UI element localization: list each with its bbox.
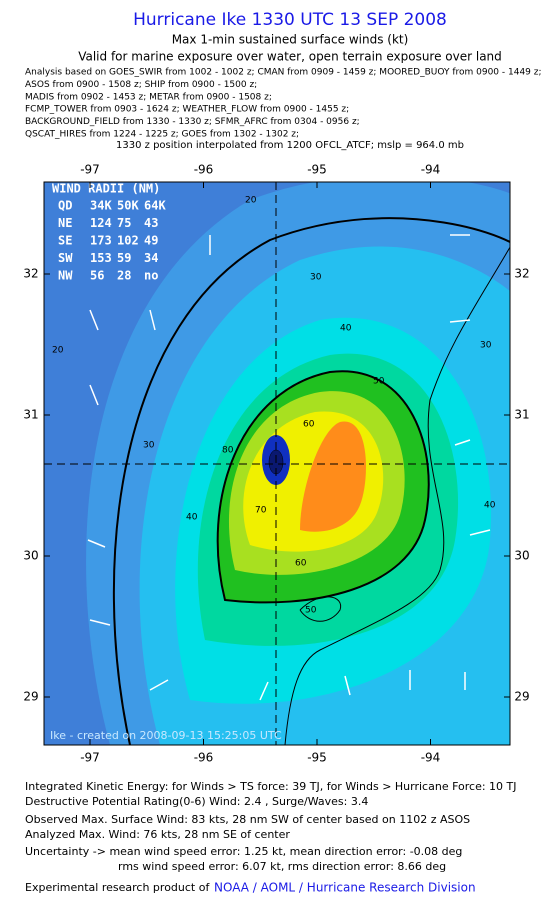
contour-label: 20 xyxy=(245,196,257,206)
lon-tick-label: -97 xyxy=(80,751,100,765)
footer-line: Analyzed Max. Wind: 76 kts, 28 nm SE of … xyxy=(25,828,290,841)
source-line: FCMP_TOWER from 0903 - 1624 z; WEATHER_F… xyxy=(25,105,349,115)
wind-field xyxy=(44,182,510,745)
lon-tick-label: -96 xyxy=(194,751,214,765)
credit-prefix: Experimental research product of xyxy=(25,881,210,894)
wind-radii-cell: SW xyxy=(58,251,73,265)
contour-label: 40 xyxy=(484,501,496,511)
title: Hurricane Ike 1330 UTC 13 SEP 2008 xyxy=(133,10,447,30)
source-line: ASOS from 0900 - 1508 z; SHIP from 0900 … xyxy=(25,80,257,90)
lon-tick-label: -95 xyxy=(307,751,327,765)
wind-radii-cell: SE xyxy=(58,234,72,248)
credit-org: NOAA / AOML / Hurricane Research Divisio… xyxy=(214,881,476,895)
lat-tick-label: 30 xyxy=(23,549,38,563)
lat-tick-label: 30 xyxy=(514,549,529,563)
validity: Valid for marine exposure over water, op… xyxy=(78,50,502,64)
footer-line: Uncertainty -> mean wind speed error: 1.… xyxy=(25,845,462,858)
contour-label: 20 xyxy=(52,346,64,356)
source-line: QSCAT_HIRES from 1224 - 1225 z; GOES fro… xyxy=(25,130,299,140)
lat-tick-label: 31 xyxy=(514,408,529,422)
map-credit: Ike - created on 2008-09-13 15:25:05 UTC xyxy=(50,729,282,742)
contour-label: 30 xyxy=(480,341,492,351)
contour-label: 50 xyxy=(373,377,385,387)
contour-label: 70 xyxy=(255,506,267,516)
lon-tick-label: -94 xyxy=(421,163,441,177)
wind-radii-cell: 59 xyxy=(117,251,131,265)
footer-line: rms wind speed error: 6.07 kt, rms direc… xyxy=(118,860,446,873)
contour-label: 30 xyxy=(143,441,155,451)
map-frame xyxy=(43,181,511,746)
lat-tick-label: 31 xyxy=(23,408,38,422)
source-line: Analysis based on GOES_SWIR from 1002 - … xyxy=(25,68,542,78)
wind-radii-cell: NE xyxy=(58,216,72,230)
contour-label: 80 xyxy=(222,446,234,456)
wind-radii-cell: 49 xyxy=(144,234,158,248)
wind-radii-cell: 75 xyxy=(117,216,131,230)
contour-label: 50 xyxy=(305,606,317,616)
wind-radii-cell: 102 xyxy=(117,234,139,248)
lon-tick-label: -97 xyxy=(80,163,100,177)
wind-radii-cell: 50K xyxy=(117,199,139,213)
lon-tick-label: -96 xyxy=(194,163,214,177)
wind-radii-cell: 64K xyxy=(144,199,166,213)
wind-radii-title: WIND RADII (NM) xyxy=(52,182,160,196)
position-note: 1330 z position interpolated from 1200 O… xyxy=(116,140,464,151)
wind-radii-cell: 124 xyxy=(90,216,112,230)
footer-line: Observed Max. Surface Wind: 83 kts, 28 n… xyxy=(25,813,470,826)
source-line: MADIS from 0902 - 1453 z; METAR from 090… xyxy=(25,92,272,102)
wind-radii-cell: 56 xyxy=(90,269,104,283)
wind-radii-cell: NW xyxy=(58,269,73,283)
lon-tick-label: -94 xyxy=(421,751,441,765)
contour-label: 60 xyxy=(295,559,307,569)
source-line: BACKGROUND_FIELD from 1330 - 1330 z; SFM… xyxy=(25,117,360,127)
footer-line: Integrated Kinetic Energy: for Winds > T… xyxy=(25,780,517,793)
contour-label: 40 xyxy=(186,513,198,523)
wind-radii-cell: 28 xyxy=(117,269,131,283)
wind-radii-cell: 173 xyxy=(90,234,112,248)
lon-tick-label: -95 xyxy=(307,163,327,177)
subtitle: Max 1-min sustained surface winds (kt) xyxy=(172,33,409,47)
wind-radii-cell: 153 xyxy=(90,251,112,265)
lat-tick-label: 32 xyxy=(514,267,529,281)
contour-label: 30 xyxy=(310,273,322,283)
wind-radii-cell: 34K xyxy=(90,199,112,213)
wind-radii-cell: 43 xyxy=(144,216,158,230)
wind-radii-cell: 34 xyxy=(144,251,158,265)
lat-tick-label: 32 xyxy=(23,267,38,281)
lat-tick-label: 29 xyxy=(23,690,38,704)
wind-radii-cell: no xyxy=(144,269,158,283)
lat-tick-label: 29 xyxy=(514,690,529,704)
contour-label: 60 xyxy=(303,420,315,430)
contour-label: 40 xyxy=(340,324,352,334)
footer-line: Destructive Potential Rating(0-6) Wind: … xyxy=(25,795,368,808)
wind-radii-cell: QD xyxy=(58,199,72,213)
